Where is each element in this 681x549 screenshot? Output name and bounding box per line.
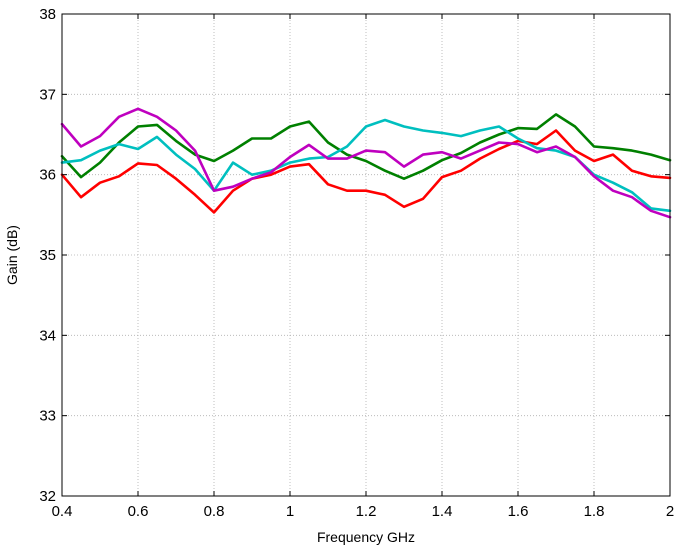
x-tick-label: 0.4 <box>52 503 73 520</box>
y-tick-label: 33 <box>39 408 56 425</box>
x-tick-label: 1.6 <box>508 503 529 520</box>
x-axis-tick-labels: 0.4 0.6 0.8 1 1.2 1.4 1.6 1.8 2 <box>52 503 675 520</box>
y-axis-tick-labels: 32 33 34 35 36 37 38 <box>39 6 56 505</box>
x-tick-label: 1.2 <box>356 503 377 520</box>
x-tick-label: 0.6 <box>128 503 149 520</box>
x-axis-label: Frequency GHz <box>317 529 415 545</box>
y-tick-label: 34 <box>39 327 56 344</box>
axis-ticks <box>61 13 671 497</box>
x-tick-label: 0.8 <box>204 503 225 520</box>
series-line-magenta <box>60 107 672 219</box>
x-tick-label: 2 <box>666 503 674 520</box>
y-axis-label: Gain (dB) <box>4 225 20 285</box>
series-line-green <box>60 113 672 180</box>
x-tick-label: 1.8 <box>584 503 605 520</box>
y-tick-label: 32 <box>39 488 56 505</box>
series-lines <box>60 107 672 219</box>
y-tick-label: 38 <box>39 6 56 23</box>
y-tick-label: 36 <box>39 167 56 184</box>
x-tick-label: 1 <box>286 503 294 520</box>
y-tick-label: 37 <box>39 86 56 103</box>
x-tick-label: 1.4 <box>432 503 453 520</box>
series-line-red <box>60 129 672 214</box>
y-tick-label: 35 <box>39 247 56 264</box>
